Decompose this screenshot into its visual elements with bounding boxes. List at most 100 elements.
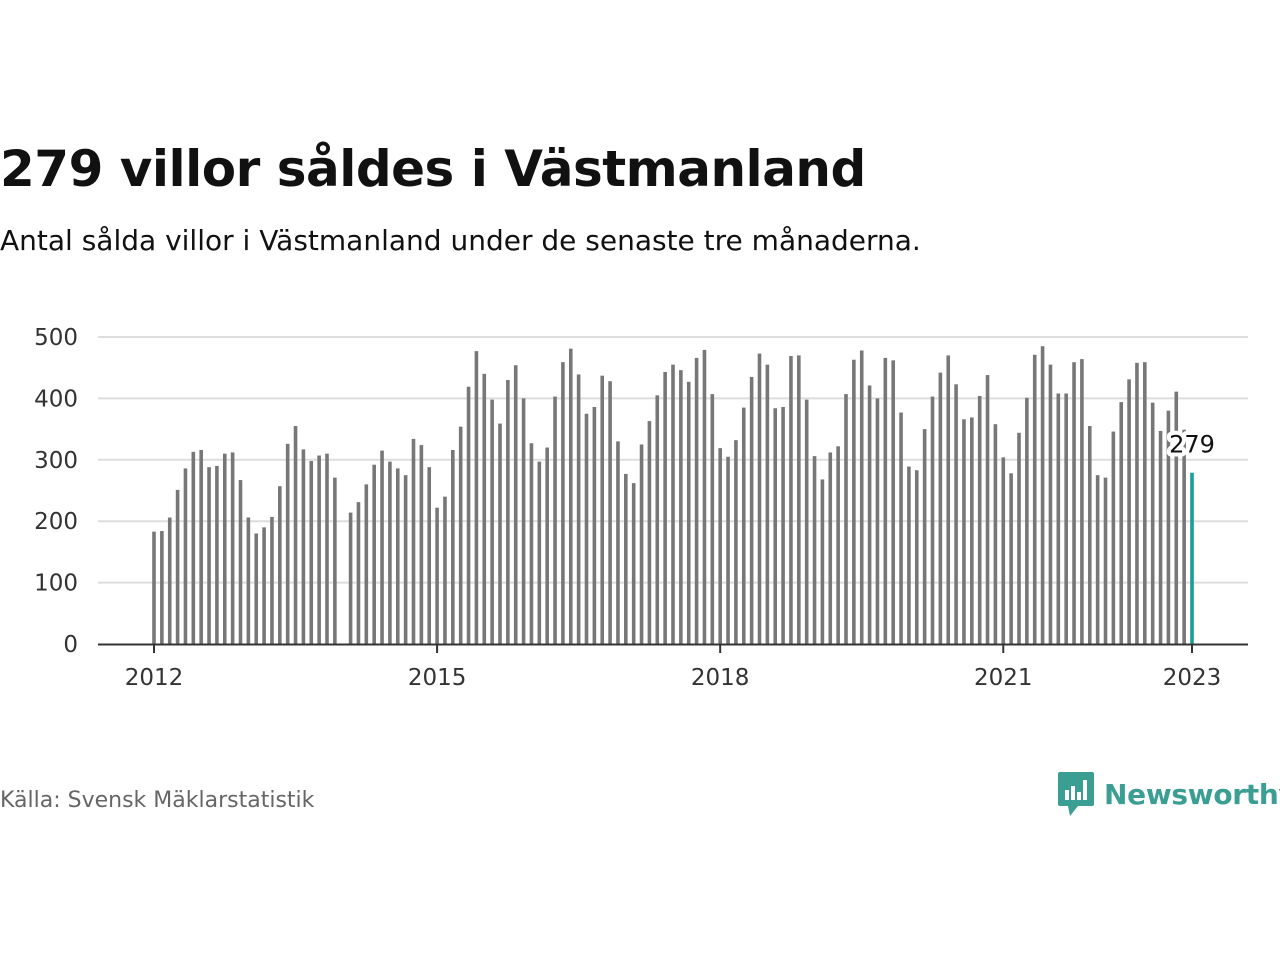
bar [875, 398, 880, 644]
bar [561, 362, 565, 644]
bar-highlighted [1190, 472, 1194, 644]
bar [230, 452, 235, 644]
bar [1009, 473, 1013, 644]
bar [647, 421, 652, 644]
bar [474, 351, 479, 644]
bar [907, 466, 911, 644]
bar [616, 441, 620, 644]
bar [938, 372, 943, 644]
bar [254, 533, 259, 644]
x-tick-label-2018: 2018 [691, 665, 750, 691]
bar [1158, 430, 1163, 644]
bar [482, 373, 487, 644]
bar [977, 395, 982, 644]
bar [293, 426, 298, 644]
y-tick-label-200: 200 [34, 509, 78, 535]
x-tick-label-2012: 2012 [125, 665, 184, 691]
bar [797, 355, 801, 644]
bar [325, 453, 329, 644]
bar [451, 449, 455, 644]
bar [789, 356, 793, 644]
bar [914, 470, 919, 644]
bar [631, 483, 636, 644]
bar [773, 408, 778, 644]
bar [545, 447, 549, 644]
bar [1127, 379, 1131, 644]
bar [262, 527, 266, 644]
bar-chart-speech-bubble-icon [1058, 772, 1094, 816]
bar [852, 359, 856, 644]
bar [592, 406, 597, 644]
x-tick-label-2021: 2021 [974, 665, 1033, 691]
bar [608, 381, 612, 644]
bar [812, 456, 817, 644]
bar [624, 473, 628, 644]
bar [395, 468, 400, 644]
bar [498, 423, 502, 644]
bar [1150, 402, 1155, 644]
data-label-halo: 279 [1169, 431, 1215, 459]
bar [167, 517, 172, 644]
bar [985, 375, 990, 644]
bar [372, 464, 376, 644]
bar [317, 455, 321, 644]
bar [883, 357, 888, 644]
bar [191, 451, 196, 644]
y-tick-label-500: 500 [34, 325, 78, 351]
bar [946, 355, 951, 644]
bar [859, 350, 864, 644]
bar [694, 357, 699, 644]
bar [757, 353, 762, 644]
bar [828, 452, 833, 644]
bar [1056, 393, 1061, 644]
bar [749, 376, 754, 644]
bar [466, 386, 471, 644]
chart-title: 279 villor såldes i Västmanland [0, 140, 866, 198]
bar [954, 384, 958, 644]
bar [718, 448, 722, 644]
bar [741, 407, 746, 644]
bar [207, 467, 211, 644]
bar [458, 426, 463, 644]
bar [183, 468, 188, 644]
chart-subtitle: Antal sålda villor i Västmanland under d… [0, 224, 921, 257]
bar [702, 349, 707, 644]
bar [1017, 432, 1021, 644]
bar [765, 364, 770, 644]
bar [844, 394, 848, 644]
bar [1032, 354, 1037, 644]
bar [1135, 362, 1139, 644]
bar [1025, 397, 1029, 644]
bar [867, 385, 872, 644]
bar [246, 517, 251, 644]
bar [891, 360, 895, 644]
bar [1064, 393, 1068, 644]
bar [1087, 426, 1092, 644]
bar [380, 450, 384, 644]
bar [388, 461, 392, 644]
bar [411, 438, 416, 644]
bar [175, 489, 180, 644]
bar [922, 429, 927, 644]
bar [836, 446, 840, 644]
bar [529, 443, 534, 644]
bar [671, 364, 675, 644]
bar [568, 348, 573, 644]
bar [1048, 364, 1053, 644]
bar [576, 374, 581, 644]
bar [1111, 431, 1116, 644]
bar [1174, 391, 1179, 644]
bar [199, 449, 203, 644]
bar [1166, 410, 1171, 644]
bar [1095, 475, 1100, 644]
bar [270, 516, 274, 644]
bar [427, 467, 432, 644]
brand-name: Newsworthy [1104, 777, 1280, 811]
bar [710, 394, 715, 644]
y-tick-label-400: 400 [34, 386, 78, 412]
bar [215, 465, 219, 644]
bar [1103, 477, 1108, 644]
y-tick-label-300: 300 [34, 448, 78, 474]
bar [639, 444, 644, 644]
